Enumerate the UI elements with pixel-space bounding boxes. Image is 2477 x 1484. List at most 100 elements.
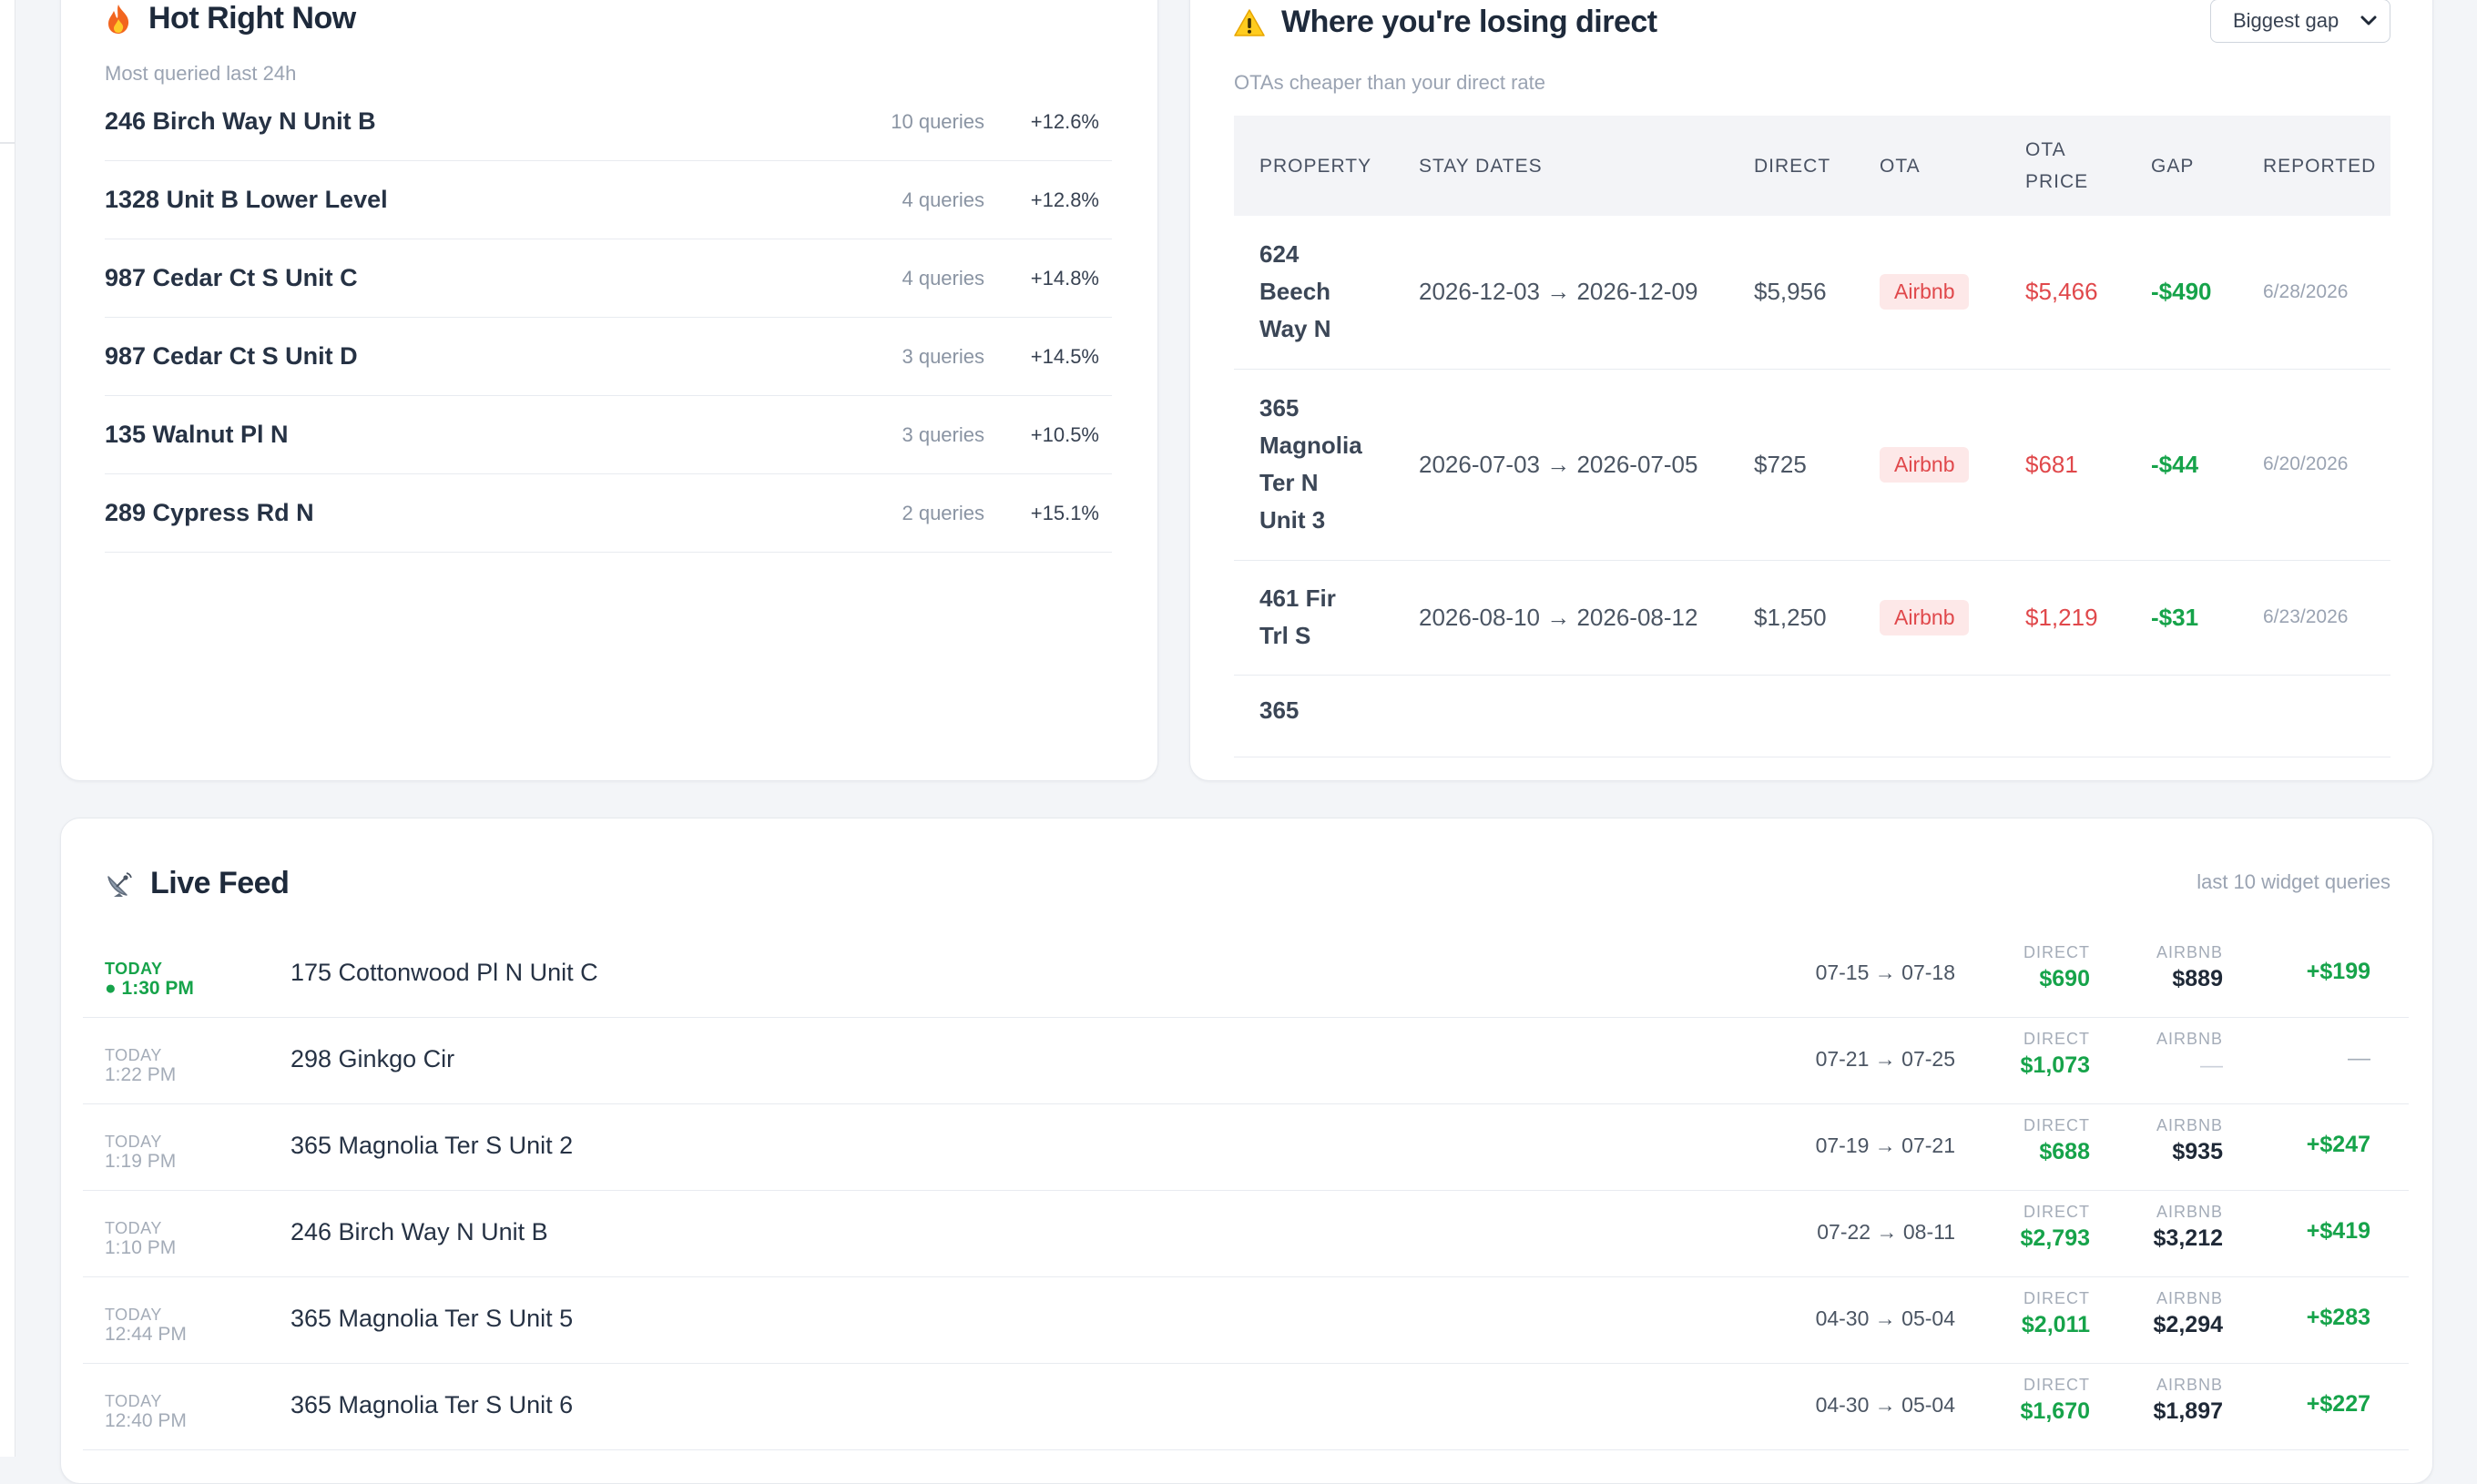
direct-label: DIRECT bbox=[2023, 1203, 2090, 1221]
row-ota-price: $5,466 bbox=[2000, 216, 2125, 370]
feed-timestamp: TODAY 1:10 PM bbox=[105, 1218, 176, 1258]
feed-row[interactable]: TODAY 1:19 PM 365 Magnolia Ter S Unit 2 07-… bbox=[83, 1104, 2409, 1191]
feed-stay-dates: 07-15 → 07-18 bbox=[1815, 961, 1955, 984]
feed-time-label: 1:10 PM bbox=[105, 1237, 177, 1258]
hot-list-item[interactable]: 987 Cedar Ct S Unit C 4 queries +14.8% bbox=[105, 239, 1112, 318]
left-edge-panel bbox=[0, 0, 15, 1457]
feed-time-label: ● 1:30 PM bbox=[105, 978, 194, 999]
table-row[interactable]: 365 Magnolia Ter N Unit 3 2026-07-03 → 20… bbox=[1234, 369, 2390, 561]
feed-row[interactable]: TODAY 12:40 PM 365 Magnolia Ter S Unit 6 04… bbox=[83, 1364, 2409, 1450]
direct-label: DIRECT bbox=[2023, 1376, 2090, 1394]
feed-stay-dates: 04-30 → 05-04 bbox=[1815, 1306, 1955, 1330]
sort-select-value: Biggest gap bbox=[2233, 9, 2339, 32]
feed-property: 246 Birch Way N Unit B bbox=[291, 1218, 548, 1245]
feed-row[interactable]: TODAY 12:44 PM 365 Magnolia Ter S Unit 5 04… bbox=[83, 1277, 2409, 1364]
table-row[interactable]: 365 bbox=[1234, 675, 2390, 757]
feed-row[interactable]: TODAY 1:22 PM 298 Ginkgo Cir 07-21 → 07-25 D… bbox=[83, 1018, 2409, 1104]
feed-time-label: 1:19 PM bbox=[105, 1151, 177, 1172]
hot-item-change: +14.8% bbox=[1030, 266, 1099, 290]
direct-label: DIRECT bbox=[2023, 1289, 2090, 1307]
hot-item-name: 987 Cedar Ct S Unit C bbox=[105, 264, 358, 291]
hot-item-change: +12.8% bbox=[1030, 188, 1099, 211]
hot-item-change: +10.5% bbox=[1030, 422, 1099, 446]
satellite-dish-icon bbox=[107, 871, 132, 897]
column-header: OTA PRICE bbox=[2000, 116, 2125, 216]
hot-title: Hot Right Now bbox=[148, 1, 356, 36]
hot-list-item[interactable]: 987 Cedar Ct S Unit D 3 queries +14.5% bbox=[105, 318, 1112, 396]
row-ota-price: $1,219 bbox=[2000, 560, 2125, 676]
hot-item-name: 135 Walnut Pl N bbox=[105, 421, 289, 448]
hot-item-change: +12.6% bbox=[1030, 109, 1099, 133]
row-stay-dates bbox=[1393, 675, 1728, 757]
feed-direct-block: DIRECT $2,793 bbox=[2021, 1202, 2090, 1255]
row-gap: -$490 bbox=[2125, 216, 2237, 370]
losing-subtitle: OTAs cheaper than your direct rate bbox=[1234, 71, 1545, 94]
feed-ota-block: AIRBNB $935 bbox=[2156, 1115, 2223, 1168]
hot-right-now-card: Hot Right Now Most queried last 24h 246 … bbox=[60, 0, 1158, 781]
hot-list-item[interactable]: 1328 Unit B Lower Level 4 queries +12.8% bbox=[105, 161, 1112, 239]
feed-timestamp: TODAY 1:22 PM bbox=[105, 1045, 176, 1085]
hot-list: 246 Birch Way N Unit B 10 queries +12.6% 13… bbox=[105, 83, 1112, 553]
direct-price: $688 bbox=[2039, 1139, 2090, 1164]
feed-timestamp: TODAY 12:44 PM bbox=[105, 1305, 187, 1345]
feed-property: 365 Magnolia Ter S Unit 5 bbox=[291, 1305, 574, 1332]
feed-direct-block: DIRECT $1,670 bbox=[2021, 1375, 2090, 1428]
ota-price: $1,897 bbox=[2153, 1398, 2223, 1424]
losing-title-row: Where you're losing direct bbox=[1234, 5, 1657, 40]
feed-day-label: TODAY bbox=[105, 1392, 162, 1410]
price-difference: +$247 bbox=[2306, 1132, 2370, 1157]
row-direct-price: $1,250 bbox=[1728, 560, 1854, 676]
feed-ota-block: AIRBNB $3,212 bbox=[2154, 1202, 2223, 1255]
price-difference: — bbox=[2348, 1045, 2370, 1071]
sort-select[interactable]: Biggest gap bbox=[2210, 0, 2390, 43]
column-header: OTA bbox=[1854, 116, 2000, 216]
row-ota-price: $681 bbox=[2000, 369, 2125, 561]
hot-subtitle: Most queried last 24h bbox=[105, 62, 297, 85]
hot-item-name: 246 Birch Way N Unit B bbox=[105, 107, 376, 135]
feed-property: 298 Ginkgo Cir bbox=[291, 1045, 455, 1072]
table-row[interactable]: 624 Beech Way N 2026-12-03 → 2026-12-09 $5… bbox=[1234, 216, 2390, 370]
losing-table-header: PROPERTY STAY DATES DIRECT OTA OTA PRICE GAP R… bbox=[1234, 116, 2390, 216]
ota-price: $889 bbox=[2172, 966, 2223, 991]
feed-day-label: TODAY bbox=[105, 1219, 162, 1237]
row-property: 365 Magnolia Ter N Unit 3 bbox=[1234, 369, 1393, 561]
feed-row[interactable]: TODAY ● 1:30 PM 175 Cottonwood Pl N Unit C… bbox=[83, 931, 2409, 1018]
row-gap: -$31 bbox=[2125, 560, 2237, 676]
feed-stay-dates: 07-22 → 08-11 bbox=[1817, 1220, 1955, 1244]
feed-direct-block: DIRECT $2,011 bbox=[2022, 1288, 2090, 1341]
feed-direct-block: DIRECT $688 bbox=[2023, 1115, 2090, 1168]
feed-day-label: TODAY bbox=[105, 1046, 162, 1064]
row-property: 461 Fir Trl S bbox=[1234, 560, 1393, 676]
feed-row[interactable]: TODAY 1:10 PM 246 Birch Way N Unit B 07-22 … bbox=[83, 1191, 2409, 1277]
row-direct-price: $5,956 bbox=[1728, 216, 1854, 370]
feed-ota-block: AIRBNB $889 bbox=[2156, 942, 2223, 995]
feed-ota-block: AIRBNB $1,897 bbox=[2154, 1375, 2223, 1428]
column-header: DIRECT bbox=[1728, 116, 1854, 216]
losing-table: PROPERTY STAY DATES DIRECT OTA OTA PRICE GAP R… bbox=[1234, 116, 2390, 757]
direct-price: $2,011 bbox=[2021, 1312, 2090, 1337]
hot-item-name: 1328 Unit B Lower Level bbox=[105, 186, 388, 213]
feed-timestamp: TODAY 1:19 PM bbox=[105, 1132, 176, 1172]
hot-list-item[interactable]: 289 Cypress Rd N 2 queries +15.1% bbox=[105, 474, 1112, 553]
column-header: PROPERTY bbox=[1234, 116, 1393, 216]
row-direct-price bbox=[1728, 675, 1854, 757]
price-difference: +$283 bbox=[2306, 1305, 2370, 1330]
live-feed-card: Live Feed last 10 widget queries TODAY ● … bbox=[60, 818, 2433, 1484]
ota-price: $2,294 bbox=[2153, 1312, 2223, 1337]
table-row[interactable]: 461 Fir Trl S 2026-08-10 → 2026-08-12 $1,2… bbox=[1234, 560, 2390, 676]
direct-price: $1,073 bbox=[2020, 1052, 2090, 1078]
ota-label: AIRBNB bbox=[2156, 1376, 2223, 1394]
ota-badge: Airbnb bbox=[1880, 446, 1970, 483]
hot-list-item[interactable]: 135 Walnut Pl N 3 queries +10.5% bbox=[105, 396, 1112, 474]
ota-label: AIRBNB bbox=[2156, 1289, 2223, 1307]
direct-label: DIRECT bbox=[2023, 943, 2090, 961]
left-edge-divider bbox=[0, 142, 15, 144]
row-ota: Airbnb bbox=[1854, 560, 2000, 676]
feed-ota-block: AIRBNB — bbox=[2156, 1029, 2223, 1082]
hot-list-item[interactable]: 246 Birch Way N Unit B 10 queries +12.6% bbox=[105, 83, 1112, 161]
ota-label: AIRBNB bbox=[2156, 1030, 2223, 1048]
row-property: 365 bbox=[1234, 675, 1393, 757]
ota-label: AIRBNB bbox=[2156, 1203, 2223, 1221]
feed-stay-dates: 04-30 → 05-04 bbox=[1815, 1393, 1955, 1417]
feed-time-label: 1:22 PM bbox=[105, 1064, 177, 1085]
